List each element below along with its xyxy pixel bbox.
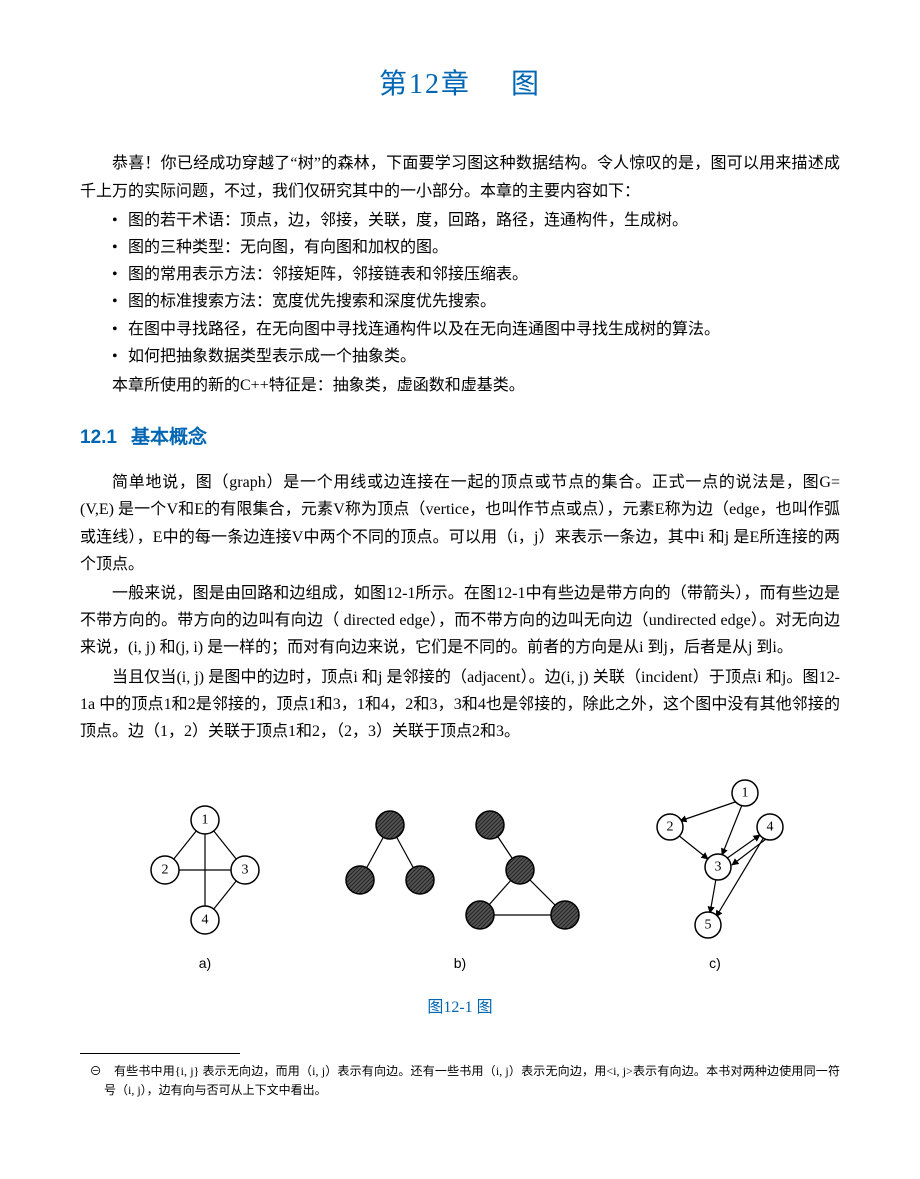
bullet-list: 图的若干术语：顶点，边，邻接，关联，度，回路，路径，连通构件，生成树。 图的三种…: [112, 207, 840, 370]
intro-tail: 本章所使用的新的C++特征是：抽象类，虚函数和虚基类。: [80, 372, 840, 399]
subfigure-label: c): [590, 951, 840, 976]
figure-caption: 图12-1 图: [80, 994, 840, 1023]
subfigure-label: b): [330, 951, 590, 976]
chapter-title: 第12章 图: [80, 60, 840, 110]
section-heading: 12.1 基本概念: [80, 421, 840, 455]
node-label: 2: [667, 820, 674, 835]
node-label: 3: [242, 863, 249, 878]
graph-b-svg: [330, 795, 590, 945]
node-label: 1: [202, 813, 209, 828]
node-label: 5: [705, 918, 712, 933]
intro-paragraph: 恭喜！你已经成功穿越了“树”的森林，下面要学习图这种数据结构。令人惊叹的是，图可…: [80, 150, 840, 204]
graph-a-svg: 1 2 3 4: [130, 795, 280, 945]
subfigure-c: 1 2 3 4 5 c): [590, 775, 840, 976]
subfigure-a: 1 2 3 4 a): [80, 795, 330, 976]
body-paragraph: 一般来说，图是由回路和边组成，如图12-1所示。在图12-1中有些边是带方向的（…: [80, 580, 840, 662]
footnote-separator: [80, 1053, 240, 1054]
node-label: 4: [767, 820, 774, 835]
subfigure-label: a): [80, 951, 330, 976]
bullet-item: 图的三种类型：无向图，有向图和加权的图。: [112, 234, 840, 261]
chapter-name: 图: [511, 69, 541, 100]
section-number: 12.1: [80, 427, 117, 448]
graph-c-svg: 1 2 3 4 5: [630, 775, 800, 945]
subfigure-b: b): [330, 795, 590, 976]
bullet-item: 图的标准搜索方法：宽度优先搜索和深度优先搜索。: [112, 288, 840, 315]
node-label: 4: [202, 913, 209, 928]
section-title: 基本概念: [131, 427, 207, 448]
body-paragraph: 简单地说，图（graph）是一个用线或边连接在一起的顶点或节点的集合。正式一点的…: [80, 469, 840, 578]
chapter-number: 第12章: [379, 69, 471, 100]
bullet-item: 图的常用表示方法：邻接矩阵，邻接链表和邻接压缩表。: [112, 261, 840, 288]
node-label: 1: [742, 786, 749, 801]
footnote: ⊖ 有些书中用{i, j} 表示无向边，而用（i, j）表示有向边。还有一些书用…: [80, 1062, 840, 1100]
bullet-item: 在图中寻找路径，在无向图中寻找连通构件以及在无向连通图中寻找生成树的算法。: [112, 316, 840, 343]
figure-12-1: 1 2 3 4 a): [80, 775, 840, 1023]
node-label: 2: [162, 863, 169, 878]
body-paragraph: 当且仅当(i, j) 是图中的边时，顶点i 和j 是邻接的（adjacent）。…: [80, 664, 840, 746]
node-label: 3: [715, 860, 722, 875]
bullet-item: 图的若干术语：顶点，边，邻接，关联，度，回路，路径，连通构件，生成树。: [112, 207, 840, 234]
bullet-item: 如何把抽象数据类型表示成一个抽象类。: [112, 343, 840, 370]
